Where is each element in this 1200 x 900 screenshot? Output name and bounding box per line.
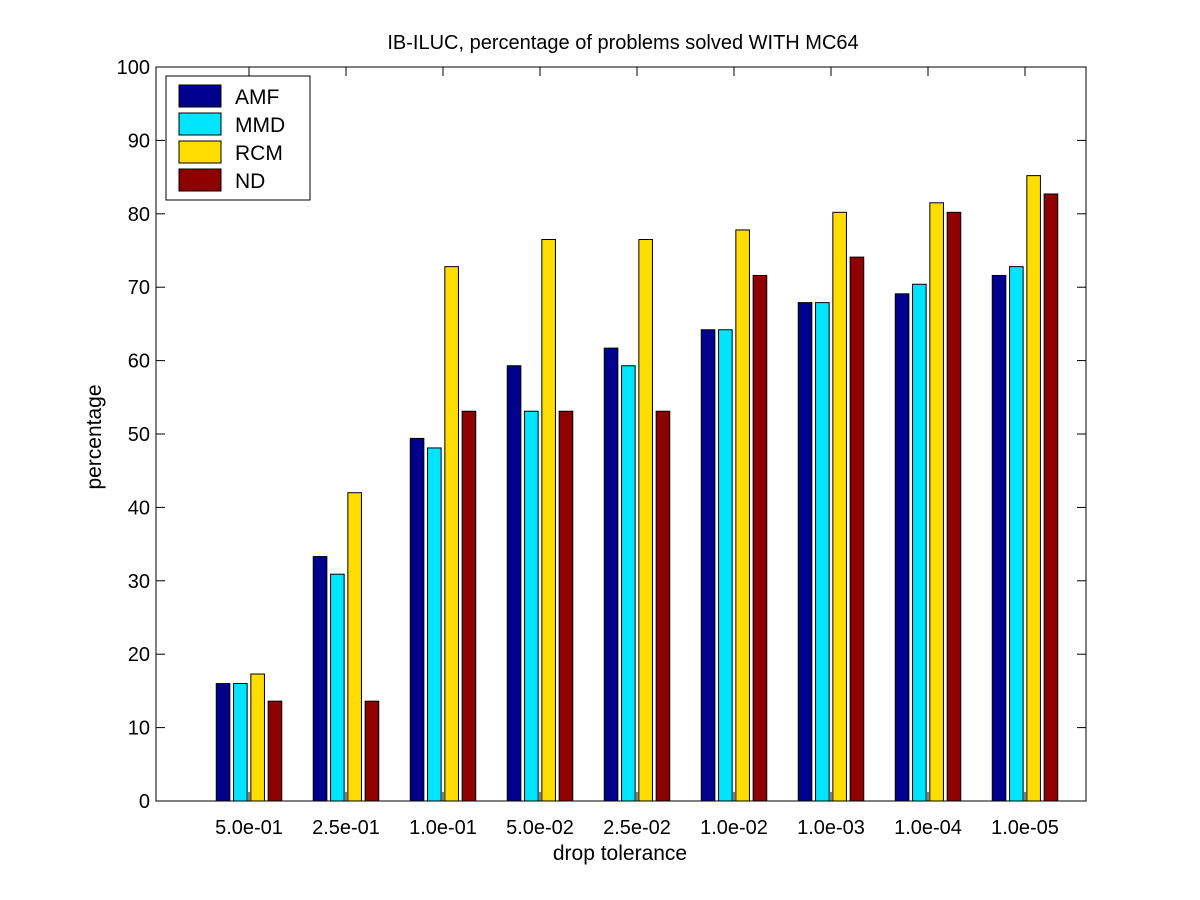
legend-swatch-nd	[178, 168, 222, 192]
y-tick-label: 0	[139, 791, 150, 813]
x-tick-label: 1.0e-04	[894, 817, 962, 839]
x-tick-label: 2.5e-02	[603, 817, 671, 839]
bar-mmd-1.0e-02	[718, 329, 733, 802]
bar-rcm-5.0e-02	[541, 238, 556, 802]
legend-swatch-amf	[178, 84, 222, 108]
x-axis-ticks: 5.0e-01 2.5e-01 1.0e-01 5.0e-02 2.5e-02 1.0e-…	[215, 67, 1059, 839]
x-tick-label: 1.0e-05	[991, 817, 1059, 839]
legend-label-nd: ND	[235, 170, 265, 193]
bar-nd-5.0e-02	[558, 410, 574, 802]
legend-items: AMF MMD RCM ND	[178, 84, 285, 193]
x-tick-label: 1.0e-01	[409, 817, 477, 839]
bar-rcm-2.5e-02	[638, 238, 653, 802]
bar-rcm-1.0e-01	[444, 266, 459, 802]
legend-label-rcm: RCM	[235, 142, 283, 165]
bar-amf-5.0e-02	[506, 365, 522, 802]
bar-rcm-1.0e-05	[1026, 175, 1041, 802]
x-tick-label: 5.0e-02	[506, 817, 574, 839]
bar-rcm-1.0e-02	[735, 229, 750, 802]
bar-nd-1.0e-01	[461, 410, 477, 802]
bar-mmd-1.0e-01	[427, 447, 442, 802]
bar-amf-1.0e-01	[409, 437, 425, 802]
bar-rcm-2.5e-01	[347, 492, 362, 802]
y-tick-label: 70	[128, 277, 150, 299]
x-tick-label: 1.0e-02	[700, 817, 768, 839]
bar-amf-1.0e-04	[894, 293, 910, 802]
y-axis-ticks: 0 10 20 30 40 50 60 70 80 90 100	[117, 57, 1086, 813]
bar-nd-2.5e-01	[364, 700, 380, 802]
bar-mmd-1.0e-03	[815, 302, 830, 802]
y-tick-label: 20	[128, 644, 150, 666]
y-tick-label: 100	[117, 57, 150, 79]
legend-label-amf: AMF	[235, 86, 279, 109]
bar-mmd-1.0e-05	[1009, 266, 1024, 802]
y-tick-label: 90	[128, 130, 150, 152]
legend-swatch-rcm	[178, 140, 222, 164]
legend: AMF MMD RCM ND	[165, 75, 311, 201]
bars	[215, 175, 1059, 802]
legend-label-mmd: MMD	[235, 114, 285, 137]
bar-mmd-2.5e-01	[330, 573, 345, 802]
y-axis-label: percentage	[83, 384, 106, 489]
bar-mmd-5.0e-01	[233, 683, 248, 802]
y-tick-label: 60	[128, 351, 150, 373]
y-tick-label: 50	[128, 424, 150, 446]
bar-nd-1.0e-03	[849, 256, 865, 802]
legend-swatch-mmd	[178, 112, 222, 136]
bar-amf-1.0e-03	[797, 302, 813, 802]
bar-mmd-1.0e-04	[912, 283, 927, 802]
bar-nd-1.0e-04	[946, 211, 962, 802]
y-tick-label: 40	[128, 497, 150, 519]
x-axis-label: drop tolerance	[553, 842, 687, 865]
y-tick-label: 10	[128, 718, 150, 740]
x-tick-label: 2.5e-01	[312, 817, 380, 839]
bar-nd-5.0e-01	[267, 700, 283, 802]
bar-rcm-5.0e-01	[250, 673, 265, 802]
bar-mmd-2.5e-02	[621, 365, 636, 802]
bar-amf-2.5e-02	[603, 347, 619, 802]
bar-nd-1.0e-02	[752, 274, 768, 802]
bar-amf-1.0e-02	[700, 329, 716, 802]
bar-nd-1.0e-05	[1043, 193, 1059, 802]
x-tick-label: 5.0e-01	[215, 817, 283, 839]
bar-rcm-1.0e-03	[832, 211, 847, 802]
bar-rcm-1.0e-04	[929, 202, 944, 802]
bar-amf-5.0e-01	[215, 683, 231, 802]
y-tick-label: 30	[128, 571, 150, 593]
y-tick-label: 80	[128, 204, 150, 226]
bar-mmd-5.0e-02	[524, 410, 539, 802]
bar-amf-1.0e-05	[991, 274, 1007, 802]
x-tick-label: 1.0e-03	[797, 817, 865, 839]
chart-title: IB-ILUC, percentage of problems solved W…	[387, 32, 858, 54]
bar-amf-2.5e-01	[312, 556, 328, 802]
bar-nd-2.5e-02	[655, 410, 671, 802]
